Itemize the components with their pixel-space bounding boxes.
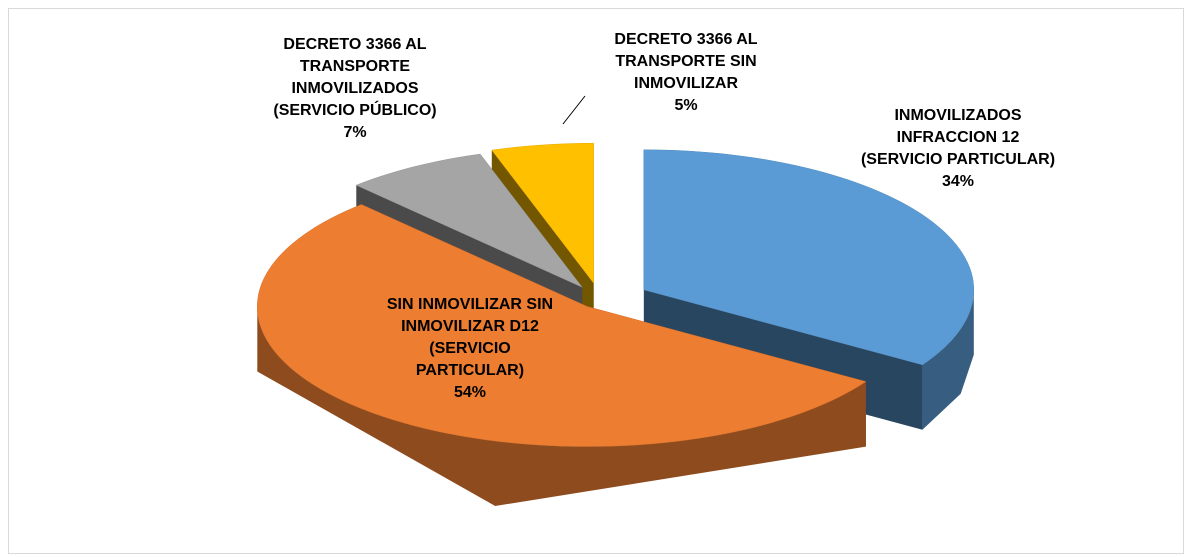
value-label: 54% (453, 384, 487, 401)
slice-label: DECRETO 3366 AL TRANSPORTE INMOVILIZADOS… (273, 36, 437, 119)
slice (257, 204, 867, 447)
slice (643, 149, 975, 366)
chart-frame (8, 8, 1184, 554)
slice (355, 153, 583, 288)
leader-line (562, 95, 586, 125)
value-label: 34% (941, 173, 975, 190)
slice-label: INMOVILIZADOS INFRACCION 12 (SERVICIO PA… (860, 107, 1056, 168)
slice-label: SIN INMOVILIZAR SIN INMOVILIZAR D12 (SER… (386, 296, 554, 379)
slice-wall (922, 289, 974, 430)
slice-wall (257, 306, 866, 506)
value-label: 7% (343, 124, 367, 141)
slice (491, 142, 594, 284)
slice-label: DECRETO 3366 AL TRANSPORTE SIN INMOVILIZ… (614, 31, 758, 92)
value-label: 5% (674, 97, 698, 114)
